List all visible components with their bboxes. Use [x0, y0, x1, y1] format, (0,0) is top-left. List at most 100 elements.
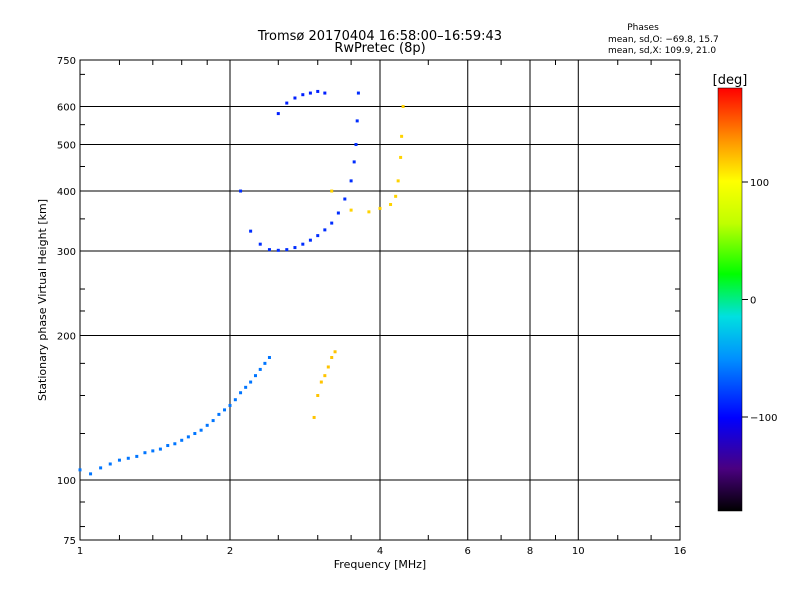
data-point: [323, 374, 327, 378]
data-point: [319, 380, 323, 384]
y-tick-label: 75: [63, 536, 76, 547]
data-point: [258, 367, 262, 371]
data-point: [180, 438, 184, 442]
data-point: [239, 189, 243, 193]
data-point: [343, 197, 347, 201]
data-point: [367, 210, 371, 214]
chart-title: Tromsø 20170404 16:58:00–16:59:43: [257, 29, 502, 44]
data-point: [293, 246, 297, 250]
data-point: [239, 391, 243, 395]
data-point: [193, 432, 197, 436]
data-point: [316, 394, 320, 398]
data-point: [186, 435, 190, 439]
chart-subtitle: RwPretec (8p): [334, 41, 425, 56]
data-point: [263, 361, 267, 365]
y-tick-label: 100: [57, 476, 76, 487]
stats-heading: Phases: [627, 23, 659, 33]
y-tick-label: 200: [57, 332, 76, 343]
data-point: [389, 202, 393, 206]
data-point: [143, 451, 147, 455]
data-point: [233, 398, 237, 402]
data-point: [312, 415, 316, 419]
data-point: [308, 91, 312, 95]
data-point: [158, 447, 162, 451]
data-point: [330, 189, 334, 193]
data-point: [352, 160, 356, 164]
data-point: [267, 355, 271, 359]
data-point: [293, 96, 297, 100]
colorbar-ticks: 100 0 −100: [742, 178, 777, 424]
colorbar: [717, 87, 743, 512]
x-tick-label: 6: [465, 546, 471, 557]
data-point: [249, 380, 253, 384]
data-point: [253, 374, 257, 378]
data-point: [249, 229, 253, 233]
y-tick-label: 500: [57, 141, 76, 152]
grid-lines: [80, 60, 680, 540]
colorbar-label: [deg]: [713, 73, 748, 88]
data-point: [301, 242, 305, 246]
data-point: [117, 458, 121, 462]
data-point: [316, 234, 320, 238]
data-point: [135, 454, 139, 458]
data-point: [323, 91, 327, 95]
data-point: [349, 208, 353, 212]
data-point: [400, 134, 404, 138]
data-point: [151, 449, 155, 453]
x-tick-label: 4: [377, 546, 383, 557]
data-point: [326, 365, 330, 369]
axis-ticks: [80, 60, 680, 540]
colorbar-tick-label: 100: [750, 178, 769, 189]
data-point: [211, 419, 215, 423]
data-point: [285, 248, 289, 252]
data-point: [401, 105, 405, 109]
data-point: [323, 228, 327, 232]
data-point: [301, 93, 305, 97]
data-point: [244, 385, 248, 389]
data-point: [199, 428, 203, 432]
data-point: [330, 221, 334, 225]
data-point: [267, 248, 271, 252]
data-point: [330, 355, 334, 359]
stats-x-mode: mean, sd,X: 109.9, 21.0: [608, 46, 716, 56]
colorbar-tick-label: 0: [750, 296, 756, 307]
data-point: [217, 412, 221, 416]
data-point: [308, 238, 312, 242]
y-tick-label: 750: [57, 56, 76, 67]
data-point: [355, 119, 359, 123]
stats-o-mode: mean, sd,O: −69.8, 15.7: [608, 35, 719, 45]
y-tick-label: 400: [57, 187, 76, 198]
data-points: [78, 89, 405, 476]
tick-labels: 1 2 4 6 8 10 16 75 100 200 300 400 500 600 750: [57, 56, 686, 557]
data-point: [126, 456, 130, 460]
x-tick-label: 16: [674, 546, 687, 557]
data-point: [78, 468, 82, 472]
y-tick-label: 600: [57, 103, 76, 114]
data-point: [228, 403, 232, 407]
data-point: [89, 472, 93, 476]
x-tick-label: 10: [572, 546, 585, 557]
y-axis-label: Stationary phase Virtual Height [km]: [36, 199, 49, 401]
data-point: [378, 206, 382, 210]
data-point: [99, 466, 103, 470]
data-point: [285, 101, 289, 105]
x-axis-label: Frequency [MHz]: [334, 558, 426, 571]
data-point: [108, 462, 112, 466]
data-point: [258, 242, 262, 246]
data-point: [356, 91, 360, 95]
data-point: [316, 89, 320, 93]
data-point: [223, 408, 227, 412]
data-point: [349, 179, 353, 183]
data-point: [399, 155, 403, 159]
x-tick-label: 8: [527, 546, 533, 557]
colorbar-tick-label: −100: [750, 413, 777, 424]
data-point: [205, 423, 209, 427]
data-point: [394, 194, 398, 198]
data-point: [166, 444, 170, 448]
data-point: [336, 211, 340, 215]
data-point: [333, 350, 337, 354]
data-point: [354, 143, 358, 147]
data-point: [396, 179, 400, 183]
y-tick-label: 300: [57, 247, 76, 258]
